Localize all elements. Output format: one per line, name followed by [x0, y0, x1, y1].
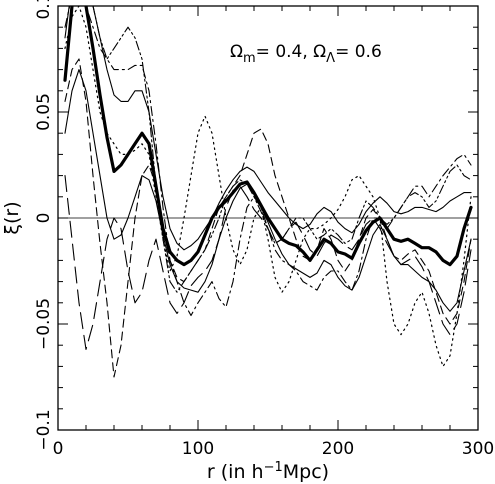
- x-tick-label: 200: [322, 439, 354, 459]
- y-tick-label: −0.05: [34, 298, 54, 350]
- x-axis-title: r (in h−1Mpc): [207, 460, 329, 483]
- series-line-5-dashed: [64, 58, 472, 378]
- y-tick-label: 0.1: [34, 0, 54, 20]
- series-line-4-dotted: [64, 6, 472, 367]
- series-line-1-thick-solid: [63, 6, 473, 267]
- y-tick-label: −0.1: [34, 409, 54, 450]
- series-line-8-dash-dot-dot: [64, 6, 472, 293]
- x-tick-label: 100: [182, 439, 214, 459]
- y-tick-label: 0.05: [34, 93, 54, 131]
- cosmology-annotation: Ωm= 0.4, ΩΛ= 0.6: [230, 42, 382, 66]
- series-line-2-thin-solid: [64, 6, 472, 251]
- axis-layer: 0 100 200 300 −0.1 −0.05 0 0.05 0.1: [34, 0, 494, 459]
- series-group: [58, 6, 478, 378]
- series-line-3-thin-solid: [64, 69, 472, 312]
- x-tick-label: 0: [53, 439, 64, 459]
- series-line-6-long-dashed: [64, 175, 472, 350]
- y-tick-label: 0: [34, 213, 54, 224]
- y-axis-title: ξ(r): [1, 201, 23, 234]
- series-layer: [58, 6, 478, 378]
- text-layer: Ωm= 0.4, ΩΛ= 0.6 r (in h−1Mpc) ξ(r): [1, 42, 382, 483]
- x-tick-label: 300: [462, 439, 494, 459]
